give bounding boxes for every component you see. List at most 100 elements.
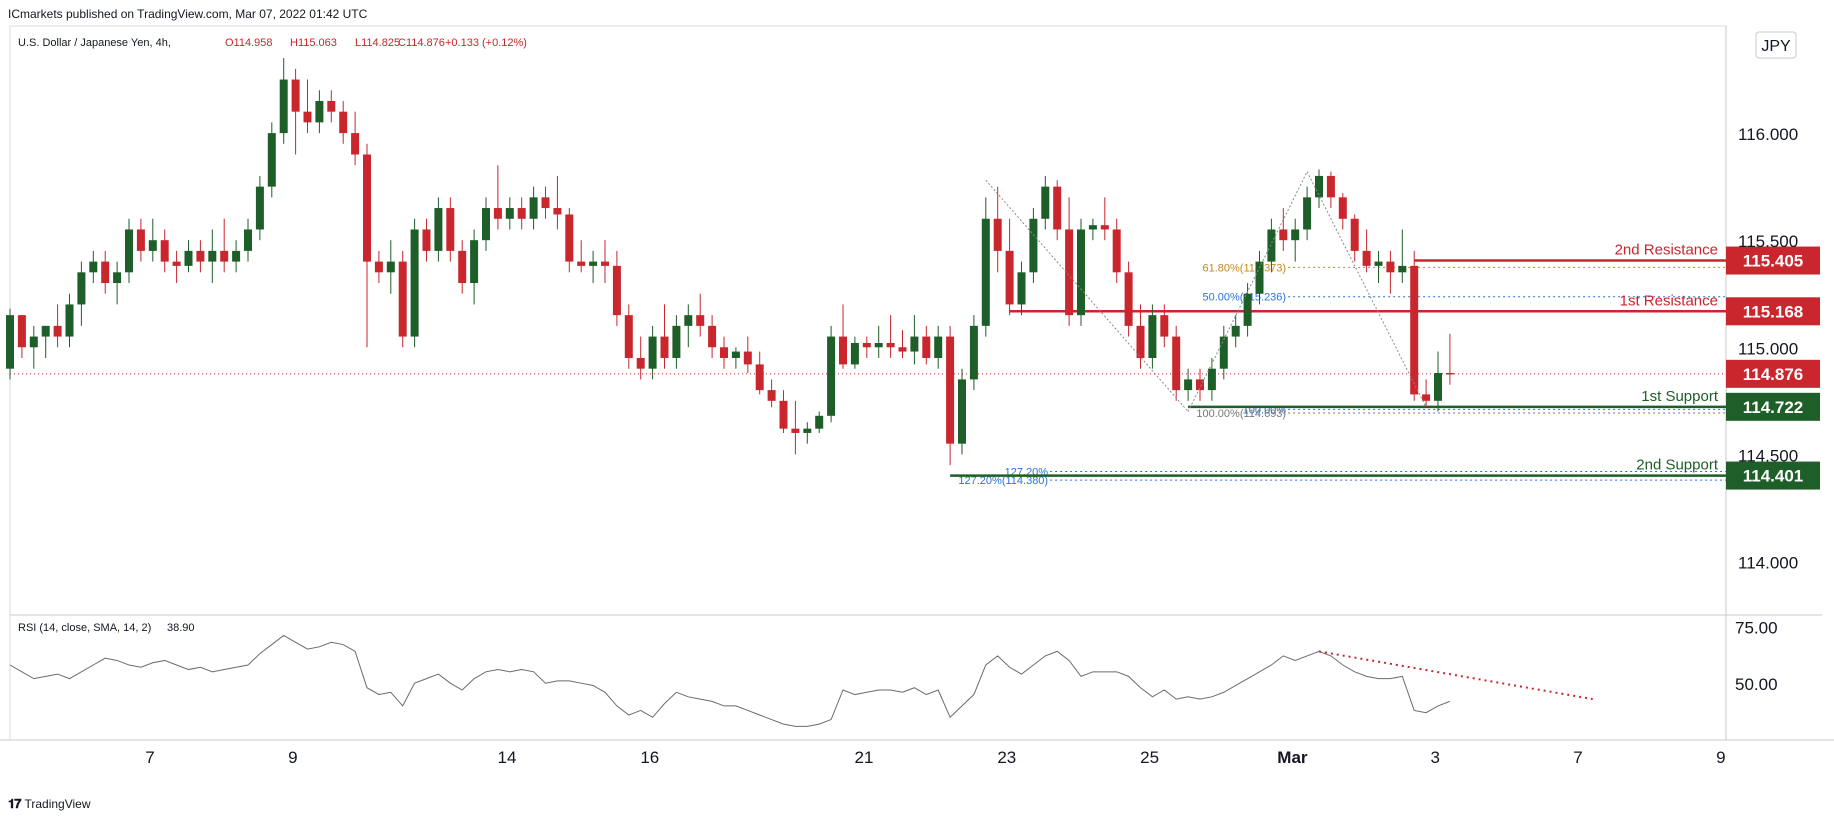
rsi-tick: 50.00	[1735, 675, 1778, 694]
candle-body	[184, 250, 193, 266]
candle-body	[755, 364, 764, 391]
candle-body	[969, 325, 978, 380]
candle-body	[731, 351, 740, 358]
tradingview-logo-icon: 𝟏𝟕	[8, 796, 22, 811]
last-price-tag	[1726, 359, 1820, 388]
candle-body	[1184, 379, 1193, 391]
time-tick: 25	[1140, 748, 1159, 767]
candle-body	[458, 250, 467, 284]
time-tick: 9	[1716, 748, 1725, 767]
candle-body	[65, 304, 74, 337]
candle-body	[1065, 229, 1074, 316]
price-tick: 115.000	[1738, 339, 1798, 358]
chart-text-labels: U.S. Dollar / Japanese Yen, 4h, O114.958 H…	[18, 37, 527, 49]
candle-body	[624, 315, 633, 358]
candle-body	[743, 351, 752, 365]
candle-body	[315, 100, 324, 123]
candle-body	[696, 315, 705, 326]
fib-swing-line	[985, 179, 1189, 412]
candle-body	[1291, 229, 1300, 241]
price-chart[interactable]: 61.80%(115.373)50.00%(115.236)100.00%100…	[0, 0, 1834, 790]
candle-body	[363, 154, 371, 262]
level-name: 2nd Support	[1636, 457, 1719, 474]
candle-body	[850, 342, 859, 365]
time-tick: 21	[855, 748, 874, 767]
support-resistance-lines: 2nd Resistance 115.405 1st Resistance 115.1…	[950, 242, 1820, 490]
candle-body	[1231, 325, 1240, 337]
candle-body	[1362, 250, 1371, 266]
candle-body	[779, 400, 788, 429]
fib-label: 127.20%(114.380)	[958, 475, 1048, 487]
candle-body	[815, 415, 824, 429]
candle-body	[1398, 265, 1407, 273]
candle-body	[113, 272, 122, 284]
level-price-tag	[1726, 297, 1820, 326]
rsi-panel: RSI (14, close, SMA, 14, 2) 38.90 75.00 50…	[9, 618, 1778, 727]
candle-body	[862, 342, 871, 348]
candle-body	[981, 218, 990, 326]
level-price: 114.722	[1743, 398, 1804, 417]
ohlc-change: +0.133 (+0.12%)	[445, 37, 527, 49]
candle-body	[255, 186, 264, 230]
time-tick: 16	[640, 748, 659, 767]
fib-label: 100.00%(114.693)	[1196, 408, 1286, 420]
candle-body	[482, 208, 490, 241]
rsi-value: 38.90	[167, 622, 195, 634]
publish-info: ICmarkets published on TradingView.com, …	[8, 7, 368, 21]
rsi-tick: 75.00	[1735, 618, 1778, 637]
candle-body	[1005, 250, 1014, 305]
candle-body	[886, 342, 895, 348]
candle-body	[1029, 218, 1038, 273]
level-price-tag	[1726, 461, 1820, 490]
time-tick: 7	[145, 748, 154, 767]
candle-body	[327, 100, 336, 112]
level-price-tag	[1726, 392, 1820, 421]
candle-body	[172, 261, 181, 266]
candle-body	[398, 261, 407, 337]
candle-body	[1172, 336, 1181, 391]
candle-body	[553, 208, 562, 215]
candle-body	[589, 261, 598, 266]
rsi-label: RSI (14, close, SMA, 14, 2)	[18, 622, 151, 634]
candle-body	[1136, 325, 1145, 358]
candle-body	[267, 133, 276, 187]
candle-body	[1160, 315, 1169, 337]
candle-body	[922, 336, 931, 358]
candle-body	[1077, 229, 1085, 316]
price-tick: 114.000	[1738, 553, 1798, 572]
candle-body	[1386, 261, 1395, 273]
candle-body	[1422, 394, 1431, 401]
level-price: 114.401	[1743, 467, 1804, 486]
candle-body	[339, 111, 348, 134]
candlesticks[interactable]	[6, 58, 1454, 466]
candle-body	[17, 315, 26, 348]
candle-body	[708, 325, 717, 348]
candle-body	[89, 261, 98, 273]
candle-body	[1315, 175, 1323, 198]
candle-body	[1434, 372, 1442, 401]
candle-body	[874, 342, 883, 348]
candle-body	[1350, 218, 1359, 251]
candle-body	[529, 197, 538, 219]
candle-body	[910, 336, 919, 352]
price-tick: 115.500	[1738, 232, 1798, 251]
candle-body	[1445, 372, 1454, 375]
candle-body	[244, 229, 252, 251]
level-name: 1st Resistance	[1620, 292, 1718, 309]
publish-header: ICmarkets published on TradingView.com, …	[0, 0, 1834, 26]
footer-brand: 𝟏𝟕 TradingView	[8, 796, 91, 812]
candle-body	[53, 325, 62, 337]
candle-body	[672, 325, 681, 358]
ohlc-high: H115.063	[290, 37, 337, 49]
candle-body	[1100, 225, 1109, 230]
candle-body	[577, 261, 586, 266]
candle-body	[934, 336, 943, 358]
candle-body	[1112, 229, 1121, 273]
level-price-tag	[1726, 246, 1820, 275]
currency-label: JPY	[1761, 38, 1791, 55]
price-tick: 114.500	[1738, 446, 1798, 465]
candle-body	[493, 208, 502, 219]
candle-body	[827, 336, 836, 416]
candle-body	[303, 111, 312, 123]
candle-body	[220, 250, 229, 262]
